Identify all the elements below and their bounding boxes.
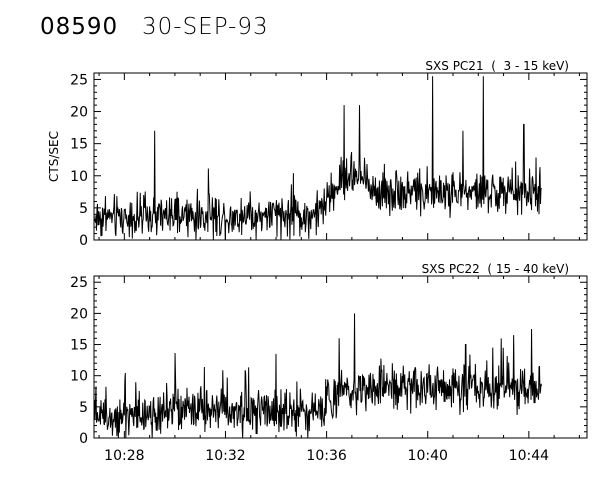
observation-id: 08590 [40, 14, 119, 40]
panel-pc22-xticks: 10:28 10:32 10:36 10:40 10:44 [98, 276, 580, 464]
panel-pc21-ylabel: CTS/SEC [47, 131, 61, 182]
y-tick-label: 25 [70, 275, 88, 291]
series-pc21-line [93, 76, 542, 241]
y-tick-label: 10 [70, 169, 88, 185]
y-tick-label: 15 [70, 338, 88, 354]
panel-pc21: SXS PC21 ( 3 - 15 keV) CTS/SEC 0 5 10 15 20 2… [47, 59, 588, 249]
y-tick-label: 5 [79, 201, 88, 217]
panel-pc21-xticks [98, 73, 580, 240]
x-tick-label: 10:32 [205, 448, 245, 464]
y-tick-label: 0 [79, 233, 88, 249]
panel-pc22: SXS PC22 ( 15 - 40 keV) 0 5 10 15 20 25 10:28… [70, 262, 588, 464]
series-pc22-line [93, 313, 542, 439]
y-tick-label: 20 [70, 105, 88, 121]
panel-pc21-title: SXS PC21 ( 3 - 15 keV) [425, 59, 569, 73]
x-tick-label: 10:44 [509, 448, 549, 464]
panel-pc22-title: SXS PC22 ( 15 - 40 keV) [422, 262, 569, 276]
y-tick-label: 25 [70, 72, 88, 88]
x-tick-label: 10:40 [408, 448, 448, 464]
y-tick-label: 5 [79, 400, 88, 416]
y-tick-label: 10 [70, 369, 88, 385]
x-tick-label: 10:36 [306, 448, 346, 464]
observation-date: 30-SEP-93 [142, 14, 269, 40]
y-tick-label: 20 [70, 306, 88, 322]
y-tick-label: 15 [70, 137, 88, 153]
x-tick-label: 10:28 [104, 448, 144, 464]
panel-pc21-frame [93, 72, 588, 241]
y-tick-label: 0 [79, 431, 88, 447]
panel-pc22-yticks: 0 5 10 15 20 25 [70, 275, 587, 447]
